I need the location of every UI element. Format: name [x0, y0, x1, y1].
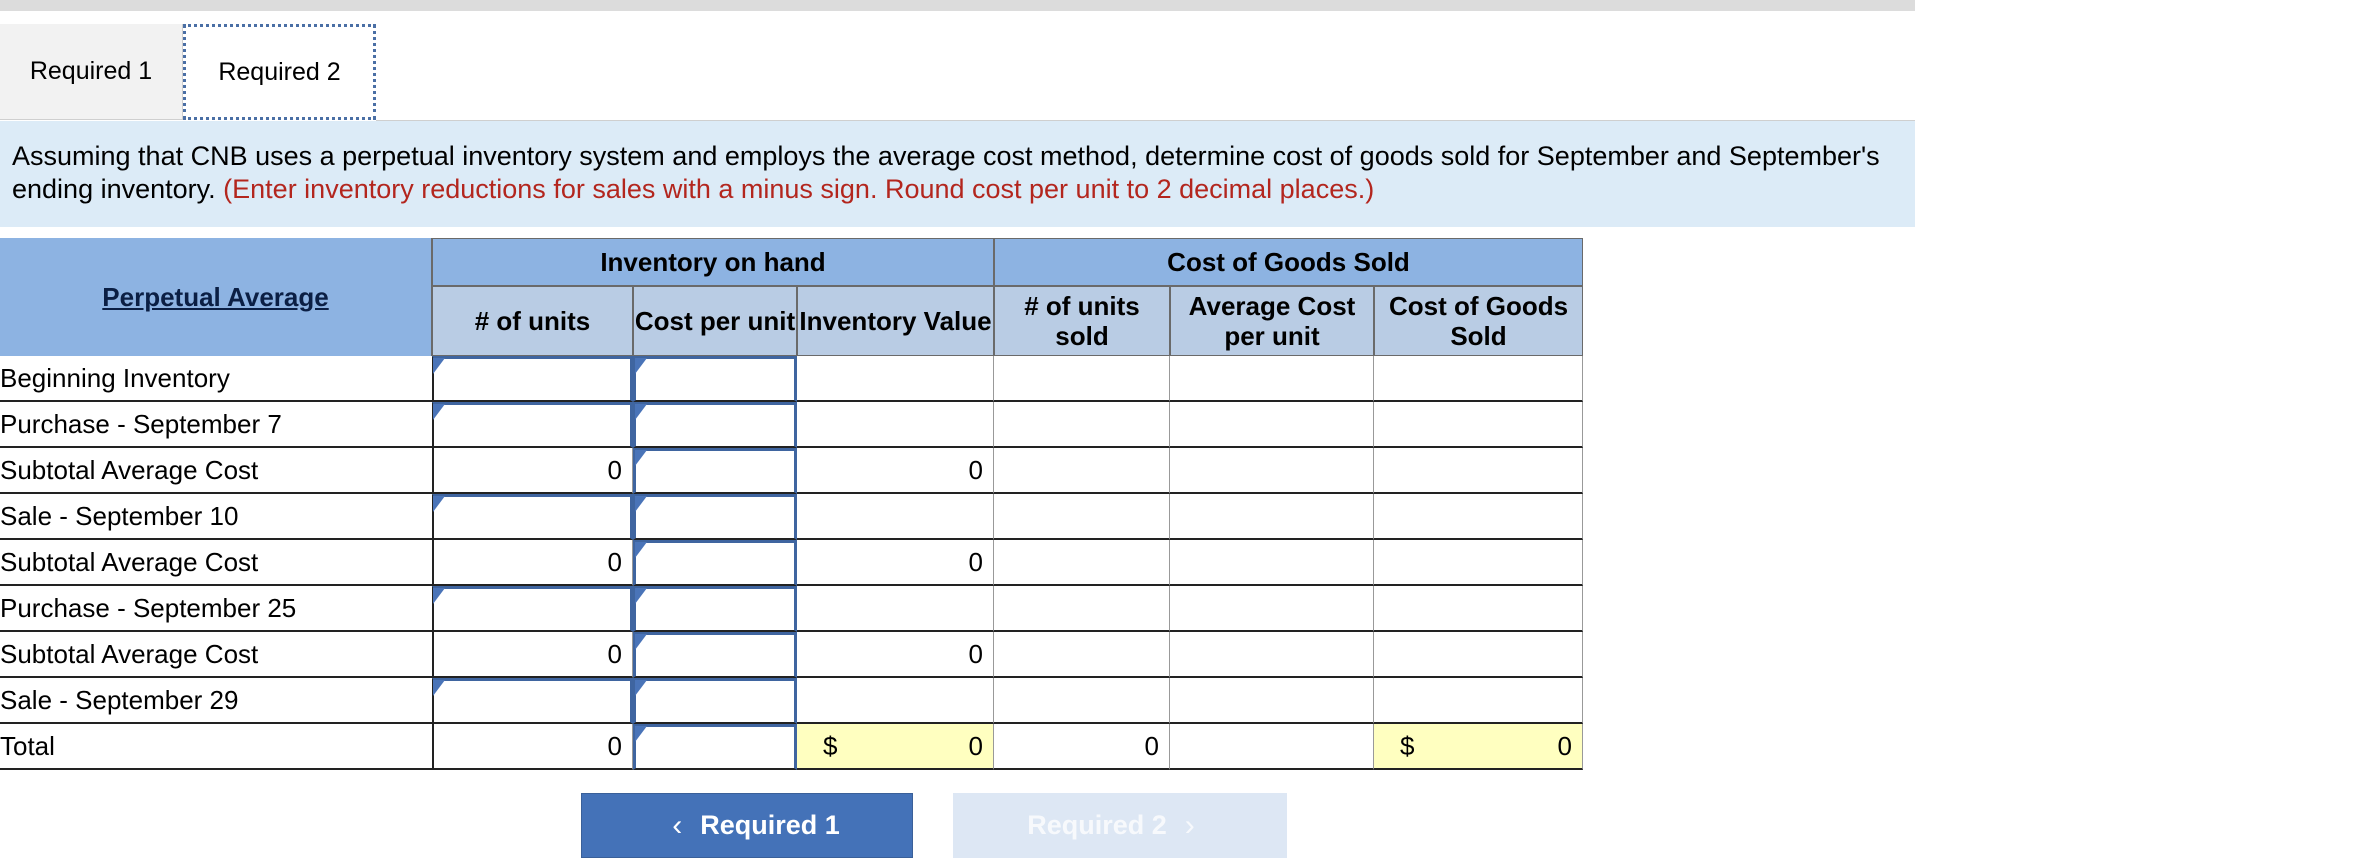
units-input[interactable] [432, 494, 633, 540]
average-cost-cell [1170, 586, 1374, 632]
inventory-value-cell: 0 [797, 448, 994, 494]
cost-per-unit-input[interactable] [633, 448, 797, 494]
inventory-value-cell [797, 678, 994, 724]
units-sold-cell [994, 448, 1170, 494]
row-label: Purchase - September 25 [0, 586, 432, 632]
inventory-value-cell [797, 402, 994, 448]
average-cost-cell [1170, 402, 1374, 448]
cell-value: 0 [1557, 730, 1572, 761]
currency-symbol: $ [823, 730, 838, 761]
average-cost-cell [1170, 678, 1374, 724]
inventory-value-cell [797, 494, 994, 540]
tab-required-1[interactable]: Required 1 [0, 24, 183, 120]
group-header-inventory: Inventory on hand [432, 238, 994, 286]
row-label: Total [0, 724, 432, 770]
average-cost-cell [1170, 494, 1374, 540]
cost-per-unit-input[interactable] [633, 678, 797, 724]
average-cost-cell [1170, 356, 1374, 402]
units-cell: 0 [432, 448, 633, 494]
row-label: Beginning Inventory [0, 356, 432, 402]
cogs-cell [1374, 586, 1583, 632]
row-label: Sale - September 10 [0, 494, 432, 540]
chevron-left-icon: ‹ [672, 808, 683, 842]
units-sold-cell [994, 678, 1170, 724]
cogs-cell [1374, 678, 1583, 724]
table-main-header: Perpetual Average [0, 238, 432, 356]
average-cost-cell [1170, 448, 1374, 494]
units-input[interactable] [432, 356, 633, 402]
col-header-cost-per-unit: Cost per unit [633, 286, 797, 356]
cost-per-unit-input[interactable] [633, 632, 797, 678]
units-cell: 0 [432, 632, 633, 678]
inventory-value-cell: $0 [797, 724, 994, 770]
col-header-average-cost: Average Cost per unit [1170, 286, 1374, 356]
units-input[interactable] [432, 402, 633, 448]
cell-value: 0 [968, 730, 983, 761]
cell-value: 0 [607, 730, 622, 761]
units-sold-cell: 0 [994, 724, 1170, 770]
average-cost-cell [1170, 724, 1374, 770]
cell-value: 0 [968, 638, 983, 669]
cogs-cell [1374, 494, 1583, 540]
units-input[interactable] [432, 678, 633, 724]
row-label: Subtotal Average Cost [0, 632, 432, 678]
next-button-label: Required 2 [1027, 810, 1167, 840]
units-cell: 0 [432, 540, 633, 586]
inventory-value-cell: 0 [797, 540, 994, 586]
units-input[interactable] [432, 586, 633, 632]
cell-value: 0 [968, 546, 983, 577]
cogs-cell [1374, 448, 1583, 494]
cell-value: 0 [607, 638, 622, 669]
cell-value: 0 [607, 546, 622, 577]
inventory-value-cell [797, 586, 994, 632]
col-header-cogs: Cost of Goods Sold [1374, 286, 1583, 356]
col-header-units-sold: # of units sold [994, 286, 1170, 356]
cogs-cell [1374, 356, 1583, 402]
cost-per-unit-input[interactable] [633, 402, 797, 448]
inventory-value-cell [797, 356, 994, 402]
row-label: Subtotal Average Cost [0, 540, 432, 586]
cost-per-unit-input[interactable] [633, 724, 797, 770]
top-bar [0, 0, 1915, 11]
units-sold-cell [994, 494, 1170, 540]
cell-value: 0 [1144, 730, 1159, 761]
tab-required-2[interactable]: Required 2 [183, 24, 376, 120]
tab-divider [376, 120, 1915, 121]
instruction-banner: Assuming that CNB uses a perpetual inven… [0, 121, 1915, 227]
units-sold-cell [994, 540, 1170, 586]
cost-per-unit-input[interactable] [633, 540, 797, 586]
cogs-cell: $0 [1374, 724, 1583, 770]
group-header-cogs: Cost of Goods Sold [994, 238, 1583, 286]
cogs-cell [1374, 632, 1583, 678]
col-header-units: # of units [432, 286, 633, 356]
cost-per-unit-input[interactable] [633, 586, 797, 632]
inventory-value-cell: 0 [797, 632, 994, 678]
units-sold-cell [994, 402, 1170, 448]
units-sold-cell [994, 356, 1170, 402]
col-header-inventory-value: Inventory Value [797, 286, 994, 356]
row-label: Subtotal Average Cost [0, 448, 432, 494]
cost-per-unit-input[interactable] [633, 494, 797, 540]
units-sold-cell [994, 586, 1170, 632]
next-required-2-button: Required 2 › [953, 793, 1287, 858]
instruction-text: Assuming that CNB uses a perpetual inven… [12, 141, 1880, 204]
cell-value: 0 [968, 454, 983, 485]
average-cost-cell [1170, 540, 1374, 586]
prev-required-1-button[interactable]: ‹ Required 1 [581, 793, 913, 858]
cogs-cell [1374, 402, 1583, 448]
cost-per-unit-input[interactable] [633, 356, 797, 402]
tab-bar: Required 1 Required 2 [0, 24, 1915, 121]
units-cell: 0 [432, 724, 633, 770]
cell-value: 0 [607, 454, 622, 485]
average-cost-cell [1170, 632, 1374, 678]
row-label: Sale - September 29 [0, 678, 432, 724]
cogs-cell [1374, 540, 1583, 586]
prev-button-label: Required 1 [700, 810, 840, 840]
instruction-note: (Enter inventory reductions for sales wi… [223, 174, 1375, 204]
chevron-right-icon: › [1184, 808, 1195, 842]
currency-symbol: $ [1400, 730, 1415, 761]
units-sold-cell [994, 632, 1170, 678]
row-label: Purchase - September 7 [0, 402, 432, 448]
